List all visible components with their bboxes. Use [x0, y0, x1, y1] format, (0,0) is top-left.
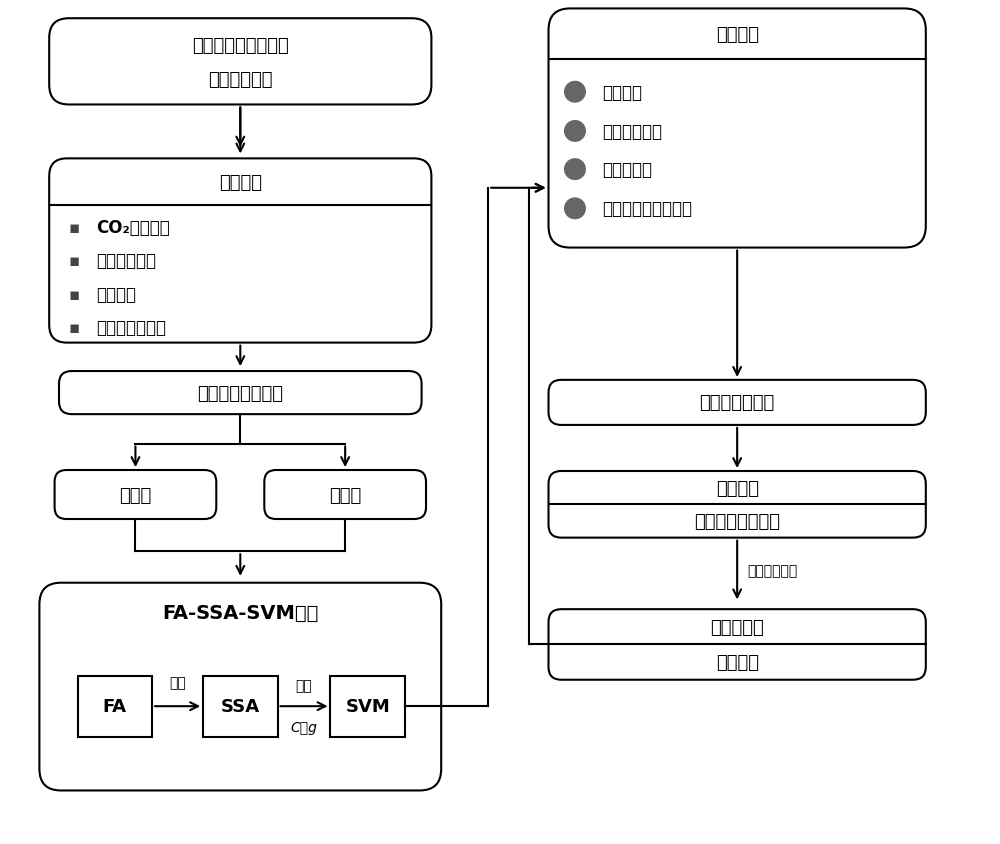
Text: 工程实测数据: 工程实测数据: [747, 563, 797, 577]
Text: 煤阶、煤体温度: 煤阶、煤体温度: [96, 318, 166, 337]
Text: 均方根误差: 均方根误差: [602, 161, 652, 179]
Text: 评价指标: 评价指标: [716, 26, 759, 44]
Text: 模型验证与评价: 模型验证与评价: [700, 394, 775, 412]
Text: 测试集: 测试集: [329, 486, 361, 504]
FancyBboxPatch shape: [39, 583, 441, 791]
Text: C、g: C、g: [291, 720, 317, 733]
Text: 相关系数: 相关系数: [602, 84, 642, 101]
Bar: [330, 676, 405, 737]
Text: SSA: SSA: [221, 697, 260, 716]
Text: 平均绝对百分比误差: 平均绝对百分比误差: [602, 200, 692, 218]
FancyBboxPatch shape: [549, 609, 926, 680]
Text: 煤层渗透率变化关键: 煤层渗透率变化关键: [192, 36, 289, 55]
Text: 干扰: 干扰: [169, 676, 186, 690]
Text: 输出变量: 输出变量: [716, 479, 759, 497]
Text: 输入变量: 输入变量: [219, 174, 262, 192]
Circle shape: [565, 122, 585, 142]
FancyBboxPatch shape: [49, 19, 431, 106]
Text: 影响参数研究: 影响参数研究: [208, 71, 273, 89]
Bar: [78, 676, 152, 737]
Text: 煤层埋深: 煤层埋深: [96, 285, 136, 303]
Text: 丰富数据集: 丰富数据集: [710, 618, 764, 636]
FancyBboxPatch shape: [549, 9, 926, 248]
Text: SVM: SVM: [345, 697, 390, 716]
Text: CO₂注入压力: CO₂注入压力: [96, 219, 170, 236]
Text: FA-SSA-SVM模型: FA-SSA-SVM模型: [162, 603, 318, 622]
Text: ▪: ▪: [69, 252, 80, 270]
FancyBboxPatch shape: [55, 470, 216, 519]
Text: 煤储层渗透率预测: 煤储层渗透率预测: [694, 512, 780, 530]
Circle shape: [565, 199, 585, 219]
Text: 训练集: 训练集: [119, 486, 152, 504]
Bar: [203, 676, 278, 737]
Circle shape: [565, 160, 585, 181]
FancyBboxPatch shape: [49, 160, 431, 344]
Text: ▪: ▪: [69, 285, 80, 303]
FancyBboxPatch shape: [59, 371, 422, 414]
Circle shape: [565, 83, 585, 103]
FancyBboxPatch shape: [549, 472, 926, 538]
FancyBboxPatch shape: [264, 470, 426, 519]
Text: FA: FA: [103, 697, 127, 716]
Text: ▪: ▪: [69, 318, 80, 337]
Text: 模型修正: 模型修正: [716, 653, 759, 671]
Text: 平均绝对误差: 平均绝对误差: [602, 122, 662, 141]
Text: 数据整理、预处理: 数据整理、预处理: [197, 384, 283, 402]
FancyBboxPatch shape: [549, 381, 926, 425]
Text: 煤体有效应力: 煤体有效应力: [96, 252, 156, 270]
Text: ▪: ▪: [69, 219, 80, 236]
Text: 最优: 最优: [296, 679, 312, 693]
